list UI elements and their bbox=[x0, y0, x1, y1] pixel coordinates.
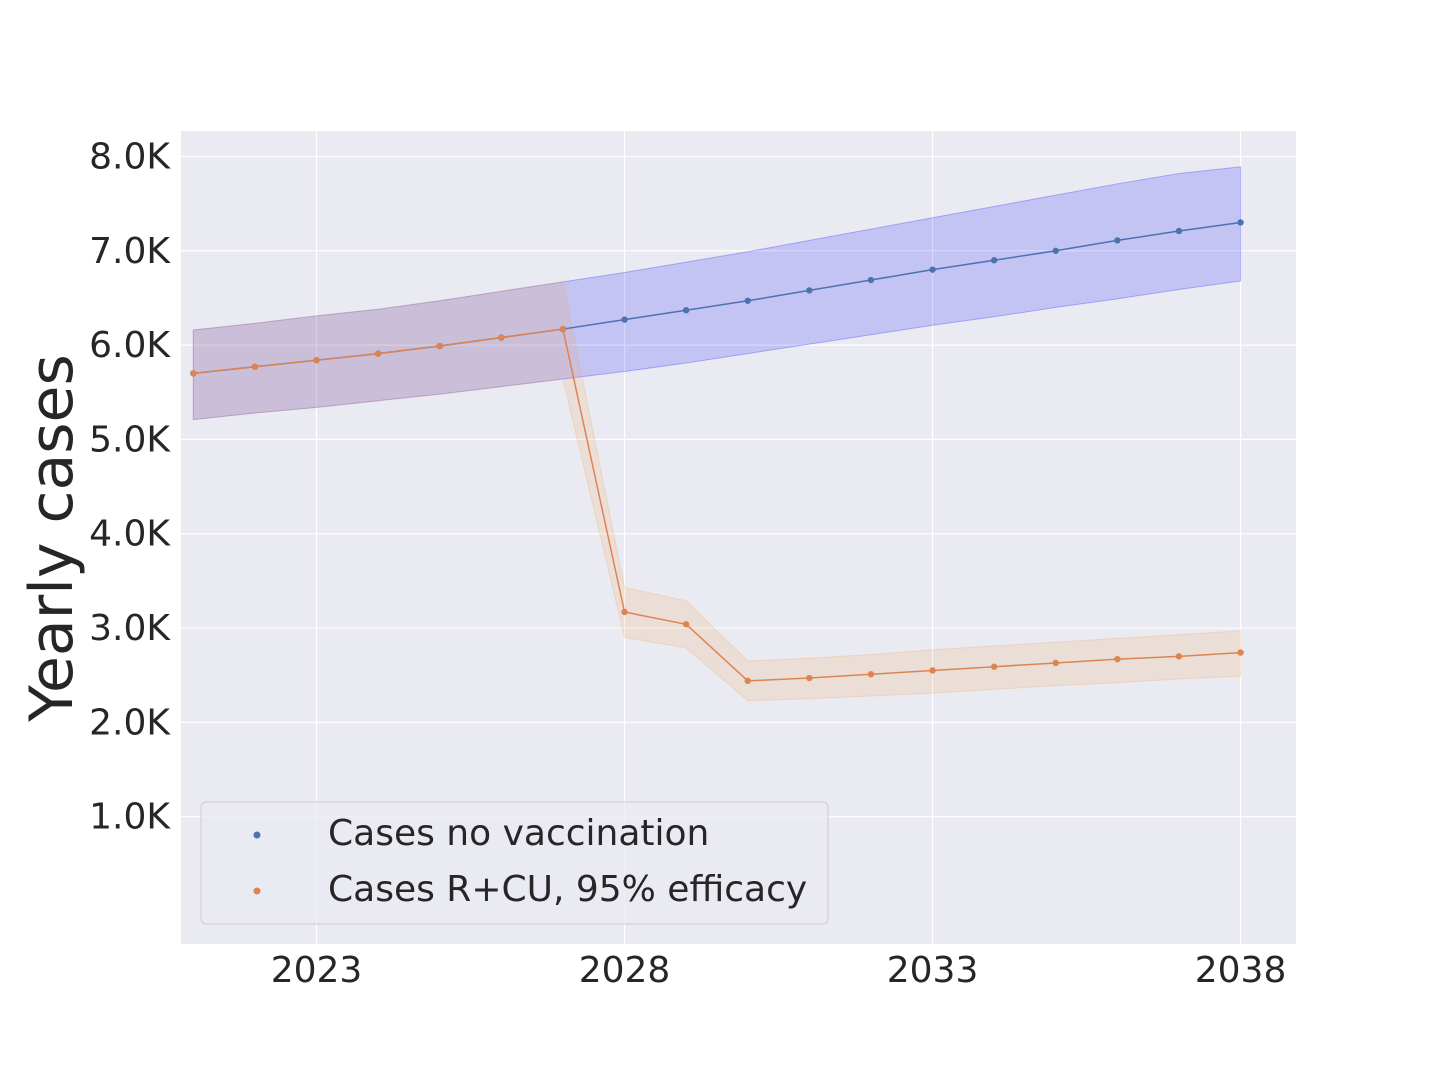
point-rcu-2037 bbox=[1175, 653, 1183, 660]
point-rcu-2022 bbox=[251, 363, 259, 370]
y-tick-label-6.0K: 6.0K bbox=[89, 325, 171, 366]
point-rcu-2029 bbox=[682, 621, 690, 628]
point-no-vaccination-2032 bbox=[867, 276, 875, 284]
y-tick-label-3.0K: 3.0K bbox=[89, 608, 171, 649]
point-rcu-2034 bbox=[990, 663, 998, 670]
legend-marker-no-vaccination bbox=[253, 831, 261, 839]
legend-label-no-vaccination: Cases no vaccination bbox=[328, 813, 709, 854]
y-tick-label-8.0K: 8.0K bbox=[89, 136, 171, 177]
confidence-bands bbox=[192, 166, 1242, 702]
band-no-vaccination bbox=[192, 166, 1242, 421]
point-rcu-2033 bbox=[929, 667, 936, 674]
y-tick-label-7.0K: 7.0K bbox=[89, 231, 171, 272]
y-axis-label: Yearly cases bbox=[17, 354, 87, 722]
line-rcu bbox=[193, 328, 1241, 682]
legend: Cases no vaccination Cases R+CU, 95% eff… bbox=[200, 801, 829, 925]
y-tick-label-2.0K: 2.0K bbox=[89, 702, 171, 743]
point-no-vaccination-2037 bbox=[1175, 227, 1183, 235]
point-rcu-2025 bbox=[436, 342, 443, 350]
y-axis-ticks: 1.0K 2.0K 3.0K 4.0K 5.0K 6.0K 7.0K 8.0K bbox=[89, 136, 171, 837]
point-rcu-2031 bbox=[806, 674, 813, 682]
point-no-vaccination-2036 bbox=[1114, 237, 1121, 244]
point-rcu-2027 bbox=[559, 325, 567, 333]
point-rcu-2028 bbox=[621, 608, 628, 616]
point-no-vaccination-2033 bbox=[929, 266, 936, 273]
legend-marker-rcu bbox=[253, 887, 261, 895]
point-rcu-2032 bbox=[867, 671, 875, 678]
legend-box bbox=[200, 801, 829, 925]
point-rcu-2021 bbox=[190, 370, 197, 377]
point-rcu-2026 bbox=[498, 334, 505, 341]
series-lines bbox=[193, 221, 1241, 682]
point-no-vaccination-2030 bbox=[744, 297, 751, 304]
point-no-vaccination-2028 bbox=[621, 316, 628, 323]
point-rcu-2024 bbox=[374, 350, 382, 357]
point-rcu-2023 bbox=[313, 356, 320, 364]
point-no-vaccination-2035 bbox=[1052, 247, 1059, 254]
point-no-vaccination-2031 bbox=[806, 287, 813, 294]
y-tick-label-4.0K: 4.0K bbox=[89, 514, 171, 555]
point-no-vaccination-2034 bbox=[990, 257, 998, 264]
x-tick-label-2033: 2033 bbox=[887, 950, 979, 991]
y-tick-label-5.0K: 5.0K bbox=[89, 419, 171, 460]
x-tick-label-2028: 2028 bbox=[579, 950, 671, 991]
series-points bbox=[190, 219, 1244, 685]
x-tick-label-2038: 2038 bbox=[1195, 950, 1287, 991]
point-rcu-2036 bbox=[1114, 655, 1121, 663]
point-rcu-2035 bbox=[1052, 659, 1059, 667]
y-tick-label-1.0K: 1.0K bbox=[89, 797, 171, 838]
point-rcu-2038 bbox=[1237, 649, 1244, 656]
legend-entry-rcu: Cases R+CU, 95% efficacy bbox=[253, 869, 807, 910]
point-no-vaccination-2038 bbox=[1237, 219, 1244, 226]
point-no-vaccination-2029 bbox=[682, 306, 690, 314]
legend-entry-no-vaccination: Cases no vaccination bbox=[253, 813, 709, 854]
x-axis-ticks: 2023 2028 2033 2038 bbox=[271, 950, 1287, 991]
legend-label-rcu: Cases R+CU, 95% efficacy bbox=[328, 869, 807, 910]
x-tick-label-2023: 2023 bbox=[271, 950, 363, 991]
band-rcu bbox=[192, 281, 1242, 702]
point-rcu-2030 bbox=[744, 677, 751, 685]
